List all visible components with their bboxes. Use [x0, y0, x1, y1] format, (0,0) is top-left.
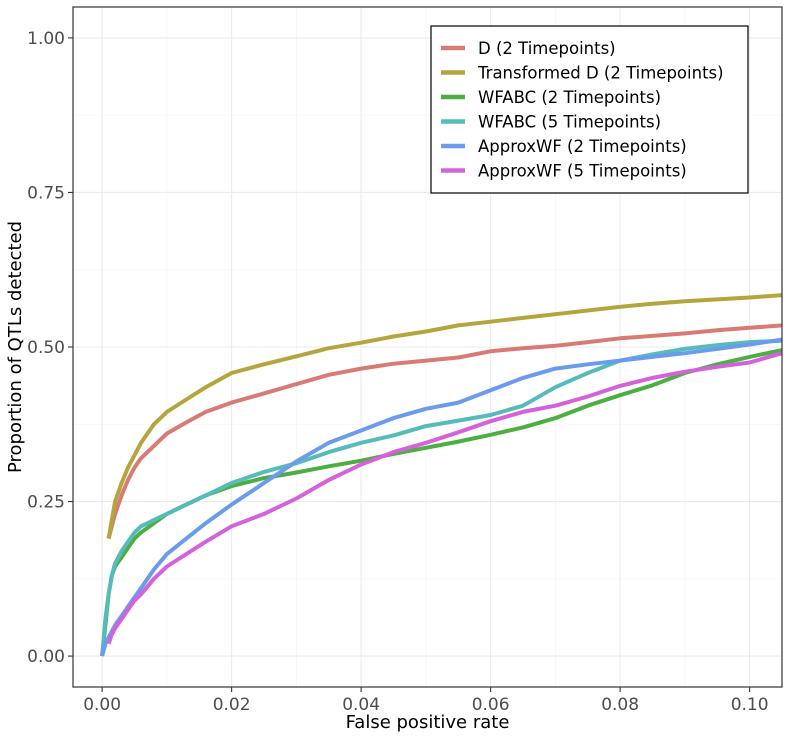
- series-lines: [100, 293, 783, 657]
- y-tick-label: 0.50: [27, 338, 65, 358]
- legend-label-3: WFABC (5 Timepoints): [478, 113, 661, 132]
- legend-label-1: Transformed D (2 Timepoints): [477, 64, 724, 83]
- series-line-0: [106, 323, 783, 540]
- series-line-5: [106, 351, 783, 645]
- legend: D (2 Timepoints) Transformed D (2 Timepoi…: [430, 25, 749, 194]
- legend-label-0: D (2 Timepoints): [478, 39, 616, 58]
- major-gridlines: [73, 7, 782, 687]
- x-axis-title: False positive rate: [346, 712, 510, 733]
- y-tick-label: 0.00: [27, 647, 65, 667]
- x-tick-label: 0.06: [472, 695, 510, 715]
- x-tick-label: 0.04: [342, 695, 380, 715]
- legend-box: [430, 25, 749, 194]
- x-tick-label: 0.10: [731, 695, 769, 715]
- y-tick-label: 1.00: [27, 29, 65, 49]
- series-line-2: [100, 348, 783, 657]
- x-tick-label: 0.00: [83, 695, 121, 715]
- legend-label-5: ApproxWF (5 Timepoints): [478, 162, 687, 181]
- y-axis: 0.00 0.25 0.50 0.75 1.00: [27, 29, 73, 667]
- legend-label-2: WFABC (2 Timepoints): [478, 88, 661, 107]
- y-axis-title: Proportion of QTLs detected: [5, 221, 26, 473]
- x-axis: 0.00 0.02 0.04 0.06 0.08 0.10: [83, 687, 769, 715]
- x-tick-label: 0.08: [601, 695, 639, 715]
- x-tick-label: 0.02: [213, 695, 251, 715]
- y-tick-label: 0.75: [27, 183, 65, 203]
- legend-label-4: ApproxWF (2 Timepoints): [478, 137, 687, 156]
- y-tick-label: 0.25: [27, 493, 65, 513]
- series-line-1: [106, 293, 783, 539]
